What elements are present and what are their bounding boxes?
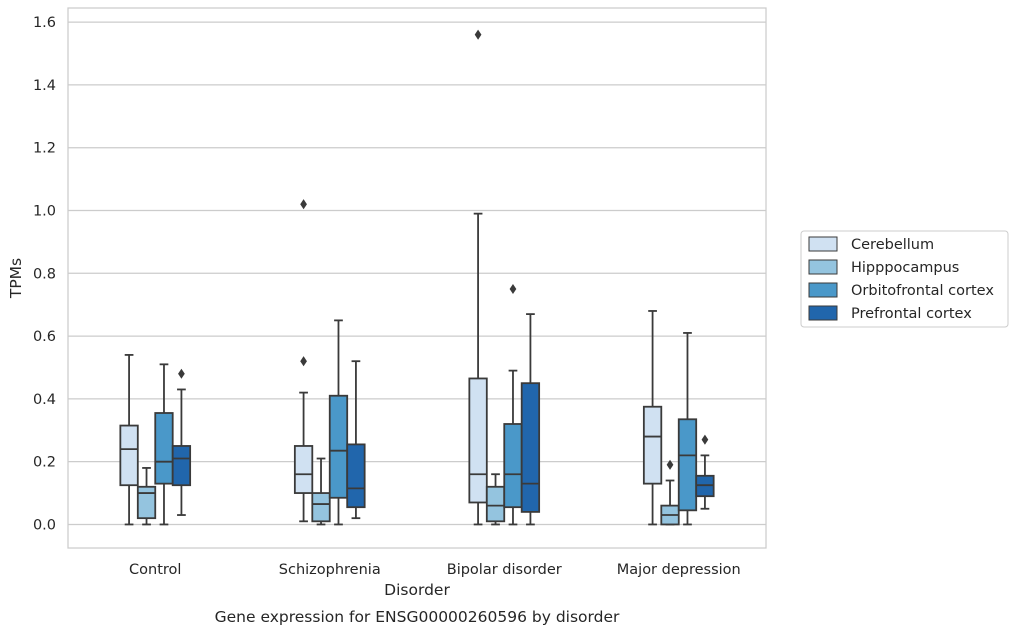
legend-swatch — [808, 305, 838, 321]
box-orbitofrontal-cortex — [328, 319, 349, 526]
box-body — [520, 382, 541, 513]
box-prefrontal-cortex — [520, 313, 541, 526]
plot-area — [67, 7, 767, 549]
y-tick-label: 0.6 — [33, 329, 56, 345]
legend-label: Orbitofrontal cortex — [851, 283, 994, 299]
x-axis-label: Disorder — [384, 581, 450, 599]
x-tick-label: Major depression — [617, 562, 741, 578]
box-body — [468, 377, 488, 504]
box-body — [485, 485, 506, 523]
box-prefrontal-cortex — [695, 434, 715, 510]
y-tick-label: 0.2 — [33, 455, 56, 471]
y-tick-label: 0.8 — [33, 266, 56, 282]
outlier-point — [666, 459, 674, 470]
x-tick-label: Bipolar disorder — [447, 562, 562, 578]
y-tick-label: 1.6 — [33, 15, 56, 31]
box-cerebellum — [642, 310, 663, 526]
y-axis-label: TPMs — [7, 258, 25, 299]
box-orbitofrontal-cortex — [503, 283, 523, 526]
y-tick-label: 0.4 — [33, 392, 56, 408]
box-hipppocampus — [485, 473, 506, 526]
box-body — [119, 424, 139, 487]
box-orbitofrontal-cortex — [677, 332, 698, 526]
legend-swatch — [808, 282, 838, 298]
box-prefrontal-cortex — [346, 360, 366, 520]
legend: Cerebellum Hipppocampus Orbitofrontal cort… — [800, 230, 1009, 328]
legend-swatch — [808, 236, 838, 252]
y-tick-label: 0.0 — [33, 517, 56, 533]
chart-title: Gene expression for ENSG00000260596 by d… — [215, 608, 620, 626]
box-hipppocampus — [136, 467, 157, 526]
outlier-point — [300, 356, 307, 367]
box-body — [171, 445, 192, 487]
box-orbitofrontal-cortex — [154, 363, 174, 526]
box-body — [136, 485, 157, 520]
y-tick-labels: 0.0 0.2 0.4 0.6 0.8 1.0 1.2 1.4 1.6 — [33, 15, 56, 533]
outlier-point — [474, 29, 482, 40]
outlier-point — [509, 283, 517, 295]
box-body — [642, 405, 663, 485]
box-body — [154, 412, 174, 485]
box-body — [503, 423, 523, 509]
outlier-point — [701, 434, 709, 445]
legend-label: Prefrontal cortex — [851, 306, 972, 322]
box-cerebellum — [119, 354, 139, 526]
y-tick-label: 1.4 — [33, 78, 56, 94]
box-body — [346, 443, 366, 509]
boxes — [119, 29, 715, 526]
legend-frame — [800, 230, 1009, 328]
x-tick-label: Control — [129, 562, 181, 578]
box-body — [311, 492, 331, 523]
box-body — [677, 418, 698, 512]
y-tick-label: 1.0 — [33, 204, 56, 220]
outlier-point — [300, 199, 307, 210]
box-cerebellum — [293, 199, 314, 523]
y-tick-label: 1.2 — [33, 141, 56, 157]
outlier-point — [178, 368, 185, 379]
box-hipppocampus — [311, 457, 331, 526]
legend-swatch — [808, 259, 838, 275]
x-tick-labels: Control Schizophrenia Bipolar disorder Majo… — [129, 562, 741, 578]
box-body — [293, 445, 314, 494]
legend-label: Cerebellum — [851, 237, 934, 253]
x-tick-label: Schizophrenia — [279, 562, 381, 578]
box-body — [328, 394, 349, 499]
legend-label: Hipppocampus — [851, 260, 959, 276]
box-hipppocampus — [660, 459, 680, 526]
box-prefrontal-cortex — [171, 368, 192, 516]
box-cerebellum — [468, 29, 488, 526]
